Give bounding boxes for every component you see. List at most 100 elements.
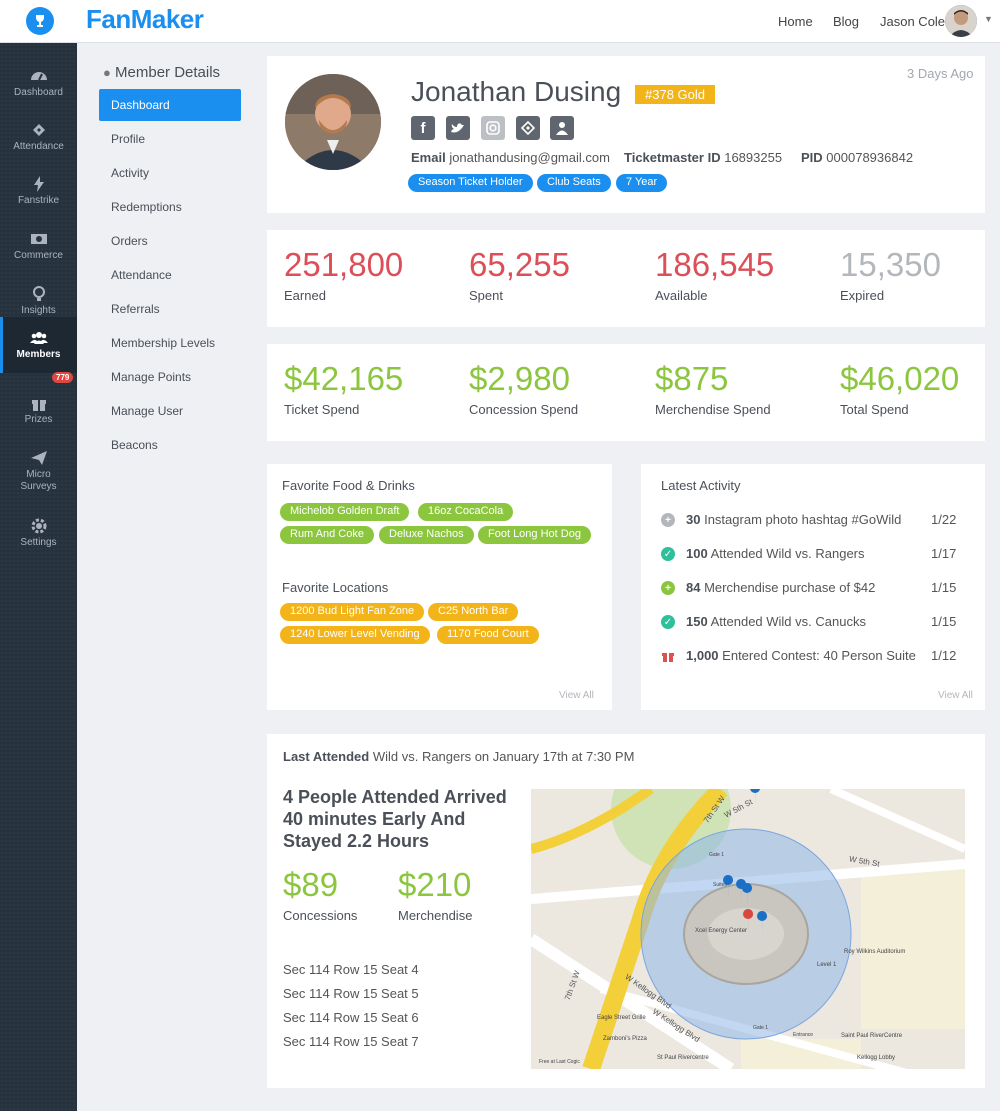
tag-club-seats[interactable]: Club Seats [537, 174, 611, 192]
map-place-label: Suites [713, 882, 727, 888]
tier-badge: #378 Gold [635, 85, 715, 104]
member-name: Jonathan Dusing [411, 76, 622, 107]
tag-season-ticket-holder[interactable]: Season Ticket Holder [408, 174, 533, 192]
last-seen: 3 Days Ago [907, 66, 974, 81]
ticket-icon [32, 124, 45, 136]
sidebar-item-prizes[interactable]: Prizes 779 [0, 372, 77, 436]
map-place-label: Xcel Energy Center [695, 928, 748, 934]
seat-item: Sec 114 Row 15 Seat 7 [283, 1034, 419, 1049]
points-spent-value: 65,255 [469, 246, 570, 283]
sidebar-item-settings[interactable]: Settings [0, 505, 77, 559]
venue-map[interactable]: W 5th St W 5th St 7th St W 7th St W W Ke… [531, 789, 965, 1069]
location-tag[interactable]: 1240 Lower Level Vending [280, 626, 430, 644]
location-tag[interactable]: 1200 Bud Light Fan Zone [280, 603, 425, 621]
sidebar-item-label-line2: Surveys [20, 481, 57, 492]
map-place-label: St Paul Rivercentre [657, 1055, 709, 1061]
lightbulb-icon [32, 286, 45, 301]
nav-blog[interactable]: Blog [833, 14, 860, 29]
activity-date: 1/22 [931, 512, 957, 527]
subnav-profile[interactable]: Profile [111, 132, 146, 146]
sidebar-item-insights[interactable]: Insights [0, 273, 77, 327]
member-email: Email jonathandusing@gmail.com [411, 150, 610, 165]
subnav-membership-levels[interactable]: Membership Levels [111, 336, 216, 350]
merchandise-label: Merchendise [398, 908, 473, 923]
subnav-attendance[interactable]: Attendance [111, 268, 172, 282]
food-tag[interactable]: Rum And Coke [280, 526, 374, 544]
subnav-orders[interactable]: Orders [111, 234, 148, 248]
sidebar-item-fanstrike[interactable]: Fanstrike [0, 163, 77, 217]
food-tag[interactable]: Deluxe Nachos [379, 526, 474, 544]
sidebar-item-label: Prizes [24, 414, 53, 425]
sidebar-item-members[interactable]: Members [0, 317, 77, 373]
map-place-label: Level 1 [817, 962, 837, 968]
bolt-icon [33, 176, 44, 192]
plus-icon: + [661, 581, 675, 595]
main-sidebar: Dashboard Attendance Fanstrike Commerce … [0, 43, 77, 1111]
users-icon [29, 332, 48, 344]
total-spend-value: $46,020 [840, 360, 960, 397]
location-tag[interactable]: 1170 Food Court [437, 626, 539, 644]
activity-row: 1,000 Entered Contest: 40 Person Suite [686, 648, 916, 663]
member-details-title: ● Member Details [103, 64, 221, 81]
nav-home[interactable]: Home [778, 14, 813, 29]
activity-row: 150 Attended Wild vs. Canucks [686, 614, 866, 629]
food-tag[interactable]: Foot Long Hot Dog [478, 526, 591, 544]
user-icon[interactable] [550, 116, 574, 140]
dashboard-icon [30, 72, 47, 81]
sidebar-item-attendance[interactable]: Attendance [0, 109, 77, 163]
member-ticketmaster-id: Ticketmaster ID 16893255 [624, 150, 783, 165]
member-pid: PID 000078936842 [801, 150, 914, 165]
instagram-icon[interactable] [481, 116, 505, 140]
chevron-down-icon[interactable]: ▼ [984, 14, 993, 24]
points-expired-value: 15,350 [840, 246, 941, 283]
activity-card [641, 464, 985, 710]
money-icon [30, 234, 47, 244]
activity-row: 84 Merchendise purchase of $42 [686, 580, 876, 595]
sidebar-item-dashboard[interactable]: Dashboard [0, 55, 77, 109]
subnav-dashboard[interactable]: Dashboard [99, 89, 241, 121]
twitter-icon[interactable] [446, 116, 470, 140]
ticket-icon[interactable] [516, 116, 540, 140]
seat-item: Sec 114 Row 15 Seat 6 [283, 1010, 419, 1025]
gift-icon [661, 649, 675, 663]
activity-row: 100 Attended Wild vs. Rangers [686, 546, 865, 561]
facebook-icon[interactable]: f [411, 116, 435, 140]
spend-card [267, 344, 985, 441]
food-tag[interactable]: Michelob Golden Draft [280, 503, 410, 521]
tag-7-year[interactable]: 7 Year [616, 174, 668, 192]
brand-logo[interactable]: FanMaker [86, 4, 204, 34]
concessions-label: Concessions [283, 908, 358, 923]
seat-item: Sec 114 Row 15 Seat 5 [283, 986, 419, 1001]
sidebar-item-label: Insights [21, 305, 56, 316]
points-card [267, 230, 985, 327]
subnav-beacons[interactable]: Beacons [111, 438, 158, 452]
concession-spend-label: Concession Spend [469, 402, 579, 417]
favorites-view-all-link[interactable]: View All [559, 690, 594, 701]
map-place-label: Eagle Street Grille [597, 1015, 646, 1021]
sidebar-item-commerce[interactable]: Commerce [0, 218, 77, 272]
subnav-manage-points[interactable]: Manage Points [111, 370, 192, 384]
subnav-referrals[interactable]: Referrals [111, 302, 160, 316]
food-tag[interactable]: 16oz CocaCola [418, 503, 514, 521]
latest-activity-title: Latest Activity [661, 478, 741, 493]
seat-item: Sec 114 Row 15 Seat 4 [283, 962, 419, 977]
trophy-logo-icon[interactable] [26, 7, 54, 35]
map-place-label: Gate 1 [709, 852, 725, 858]
subnav-activity[interactable]: Activity [111, 166, 150, 180]
points-earned-label: Earned [284, 288, 326, 303]
check-icon: ✓ [661, 615, 675, 629]
sidebar-item-label: Attendance [13, 141, 64, 152]
location-tag[interactable]: C25 North Bar [428, 603, 519, 621]
subnav-manage-user[interactable]: Manage User [111, 404, 184, 418]
activity-view-all-link[interactable]: View All [938, 690, 973, 701]
map-place-label: Roy Wilkins Auditorium [844, 949, 906, 955]
map-place-label: Saint Paul RiverCentre [841, 1033, 903, 1039]
map-place-label: Kellogg Lobby [857, 1055, 896, 1061]
map-place-label: Entrance [793, 1032, 814, 1038]
user-avatar[interactable] [945, 5, 977, 37]
nav-user-name[interactable]: Jason Cole [880, 14, 946, 29]
sidebar-item-micro-surveys[interactable]: Micro Surveys [0, 437, 77, 503]
points-available-value: 186,545 [655, 246, 775, 283]
sidebar-item-label: Members [16, 349, 61, 360]
subnav-redemptions[interactable]: Redemptions [111, 200, 182, 214]
